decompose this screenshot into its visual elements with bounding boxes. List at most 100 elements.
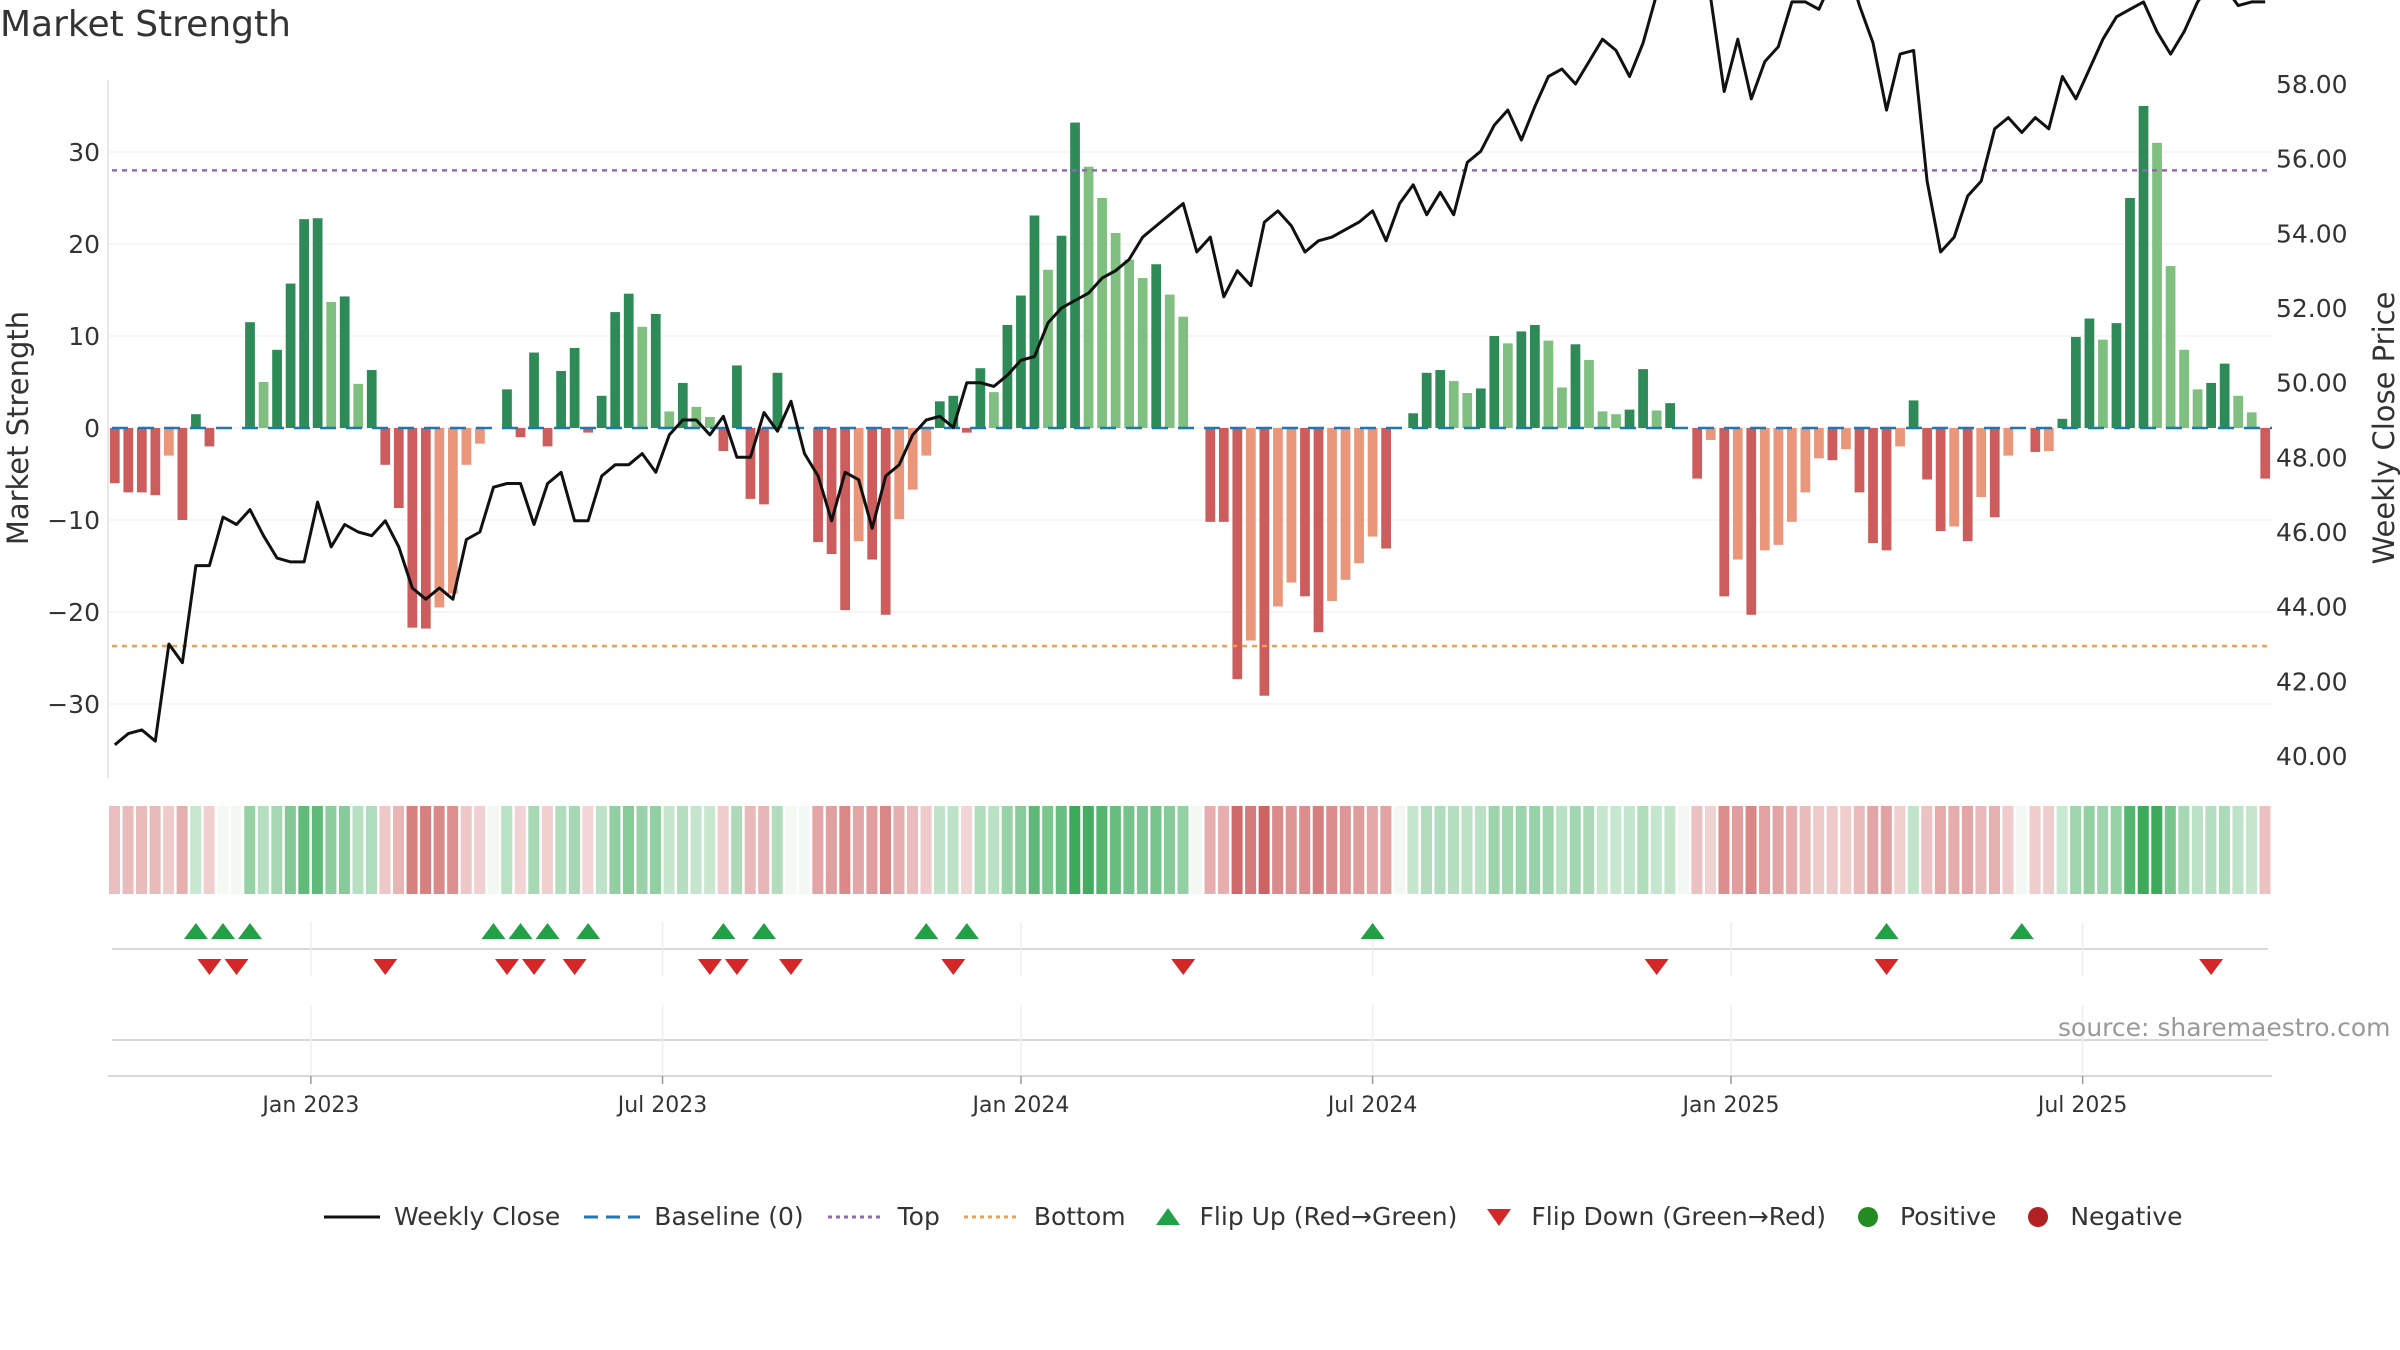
heat-strip-cell — [2151, 806, 2163, 894]
strength-bar — [1868, 428, 1878, 543]
heat-strip-cell — [1718, 806, 1730, 894]
flip-up-marker — [535, 923, 560, 939]
heat-strip-cell — [1988, 806, 2000, 894]
y-right-tick-label: 48.00 — [2276, 443, 2348, 472]
strength-bar — [569, 347, 580, 428]
heat-strip-cell — [866, 806, 878, 894]
heat-strip-cell — [163, 806, 175, 894]
x-tick-label: Jul 2025 — [2036, 1093, 2128, 1118]
heat-strip-cell — [1948, 806, 1960, 894]
triangle-down-icon — [1487, 1208, 1512, 1226]
legend-negative: Negative — [2018, 1202, 2183, 1231]
flip-up-marker — [210, 923, 235, 939]
strength-bar — [1989, 428, 2000, 518]
heat-strip-cell — [947, 806, 959, 894]
strength-bar — [312, 218, 323, 428]
flip-down-marker — [1644, 959, 1669, 975]
strength-bar — [1814, 428, 1824, 459]
legend-baseline-label: Baseline (0) — [654, 1202, 804, 1231]
heat-strip-cell — [988, 806, 1000, 894]
heat-strip-cell — [839, 806, 851, 894]
strength-bar — [1421, 372, 1432, 428]
heat-strip-cell — [1447, 806, 1459, 894]
heat-strip-cell — [2043, 806, 2055, 894]
legend-flip-up-label: Flip Up (Red→Green) — [1199, 1202, 1458, 1231]
strength-bar — [677, 382, 688, 428]
strength-bar — [1516, 331, 1527, 428]
dashed-line-icon — [584, 1215, 641, 1218]
weekly-close-line — [113, 0, 2266, 746]
strength-bar — [1110, 232, 1121, 428]
strength-bar — [1354, 428, 1364, 564]
heat-strip-cell — [1353, 806, 1365, 894]
heat-strip-cell — [244, 806, 256, 894]
heat-strip-cell — [1961, 806, 1973, 894]
y-left-tick-label: 30 — [68, 138, 100, 167]
heat-strip-cell — [1285, 806, 1297, 894]
heat-strip-cell — [704, 806, 716, 894]
legend-bottom: Bottom — [962, 1202, 1126, 1231]
strength-bar — [461, 428, 472, 465]
y-left-tick-label: −30 — [47, 690, 100, 719]
strength-bar — [2246, 412, 2257, 428]
y-right-tick-label: 50.00 — [2276, 369, 2348, 398]
strength-bar — [204, 428, 215, 447]
y-right-tick-label: 54.00 — [2276, 219, 2348, 248]
strength-bar — [177, 428, 188, 520]
chart-canvas: 30 20 10 0 −10 −20 −30 58.00 56.00 54.00 52.00 50.0… — [1, 0, 2400, 1118]
heat-strip-cell — [1867, 806, 1879, 894]
strength-bar — [1800, 428, 1811, 493]
strength-bar — [907, 428, 918, 490]
y-right-tick-label: 58.00 — [2276, 70, 2348, 99]
legend-negative-label: Negative — [2070, 1202, 2183, 1231]
y-left-axis-label: Market Strength — [1, 311, 35, 545]
heat-strip-cell — [109, 806, 121, 894]
heat-strip-cell — [1704, 806, 1716, 894]
strength-bar — [1124, 259, 1135, 428]
strength-bar — [529, 352, 539, 428]
y-right-tick-label: 44.00 — [2276, 593, 2348, 622]
strength-bar — [1881, 428, 1892, 551]
heat-strip-cell — [352, 806, 364, 894]
heat-strip-cell — [1664, 806, 1676, 894]
strength-bar — [542, 428, 553, 447]
heat-strip-cell — [1745, 806, 1757, 894]
heat-strip-cell — [1502, 806, 1514, 894]
heat-strip-cell — [1813, 806, 1825, 894]
flip-down-marker — [697, 959, 722, 975]
strength-bar — [163, 428, 174, 456]
flip-down-marker — [779, 959, 804, 975]
strength-bar — [366, 370, 377, 428]
heat-strip-cell — [1407, 806, 1419, 894]
flip-down-marker — [373, 959, 398, 975]
heat-strip-cell — [2137, 806, 2149, 894]
heat-strip-cell — [203, 806, 215, 894]
heat-strip-cell — [1826, 806, 1838, 894]
flip-up-marker — [1874, 923, 1899, 939]
heat-strip-cell — [1258, 806, 1270, 894]
strength-bar — [1218, 428, 1229, 522]
flip-down-marker — [197, 959, 222, 975]
strength-bar — [1408, 413, 1419, 428]
strength-bar — [975, 368, 986, 428]
strength-bar — [1435, 370, 1446, 428]
strength-bar — [2179, 349, 2189, 428]
strength-bar — [704, 416, 715, 428]
strength-bar — [1462, 393, 1473, 428]
legend-positive: Positive — [1848, 1202, 1996, 1231]
heat-strip-cell — [650, 806, 662, 894]
strength-bars — [109, 106, 2271, 696]
flip-up-marker — [1360, 923, 1385, 939]
y-right-tick-label: 52.00 — [2276, 294, 2348, 323]
strength-bar — [1137, 278, 1148, 428]
strength-bar — [921, 428, 932, 456]
heat-strip-cell — [677, 806, 689, 894]
heat-strip-cell — [420, 806, 432, 894]
strength-bar — [1164, 294, 1175, 428]
strength-bar — [650, 313, 661, 428]
heat-strip-cell — [961, 806, 973, 894]
heat-strip-cell — [136, 806, 148, 894]
legend-weekly-close: Weekly Close — [322, 1202, 560, 1231]
heat-strip — [109, 806, 2271, 894]
heat-strip-cell — [2205, 806, 2217, 894]
